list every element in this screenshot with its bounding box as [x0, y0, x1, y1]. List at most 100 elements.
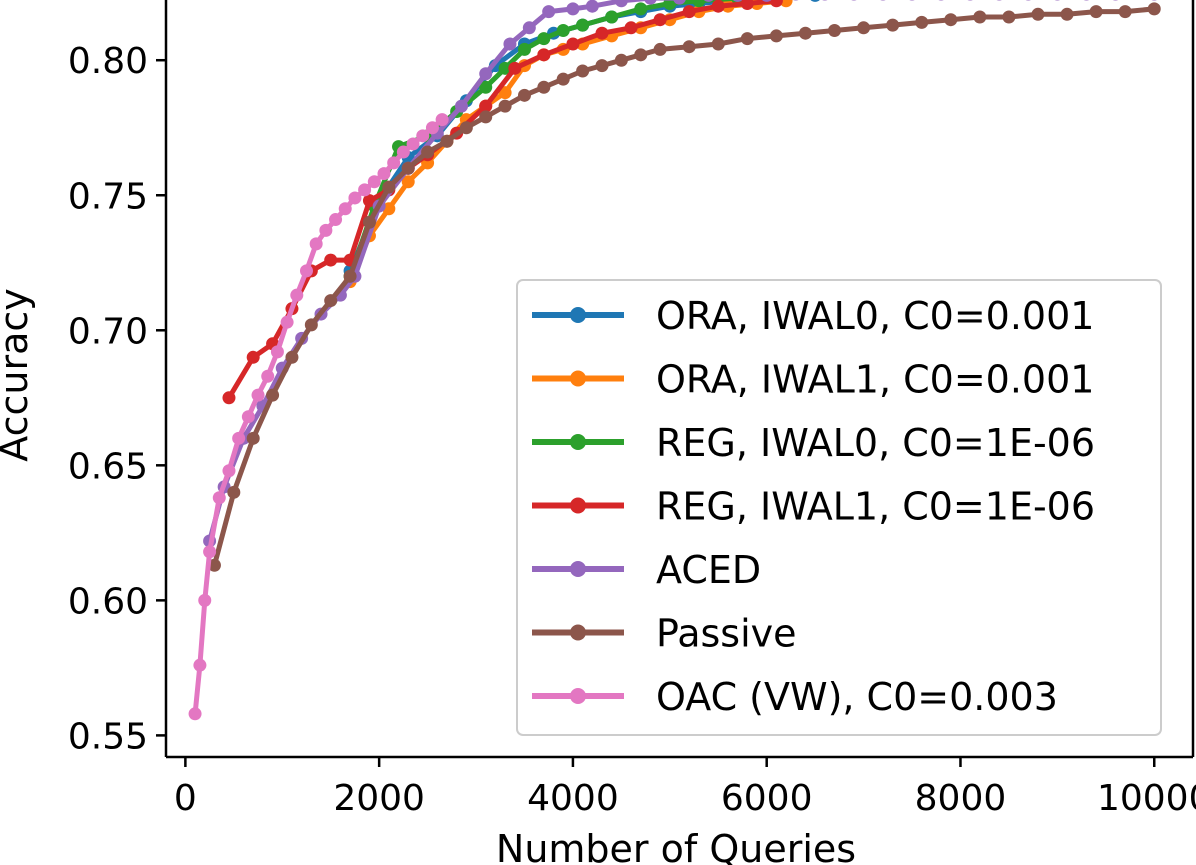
series-2-point — [498, 86, 512, 100]
series-5-point — [880, 0, 886, 1]
x-axis-ticks: 0 2000 4000 6000 8000 10000 — [174, 757, 1196, 819]
x-axis-label: Number of Queries — [496, 827, 856, 865]
series-6-point — [828, 24, 842, 38]
series-7-point — [377, 167, 391, 181]
x-tick-label: 4000 — [527, 778, 619, 819]
series-4-point — [324, 253, 338, 267]
series-7-point — [193, 658, 207, 672]
legend: ORA, IWAL0, C0=0.001 ORA, IWAL1, C0=0.001… — [516, 279, 1162, 736]
series-5-point — [793, 0, 799, 1]
series-6-point — [576, 64, 590, 78]
series-7-point — [319, 223, 333, 237]
series-5-point — [996, 0, 1002, 1]
series-7-point — [299, 264, 313, 278]
series-7-point — [222, 464, 236, 478]
x-tick-label: 10000 — [1097, 778, 1196, 819]
series-6-point — [1031, 7, 1045, 21]
series-6-point — [285, 350, 299, 364]
series-6-point — [459, 121, 473, 135]
series-7-line — [192, 117, 444, 715]
series-7-point — [188, 707, 202, 721]
legend-label: OAC (VW), C0=0.003 — [656, 675, 1058, 719]
series-6-point — [304, 318, 318, 332]
series-4-point — [711, 0, 725, 13]
legend-marker — [570, 561, 586, 577]
y-tick-label: 0.65 — [68, 446, 148, 487]
series-5-point — [909, 0, 915, 1]
series-7-point — [212, 491, 226, 505]
series-5-point — [1083, 0, 1090, 1]
series-4-point — [740, 0, 754, 11]
y-tick-label: 0.75 — [68, 176, 148, 217]
series-5-point — [703, 0, 714, 2]
series-6-point — [498, 99, 512, 113]
series-4-point — [508, 61, 522, 75]
series-7-point — [290, 288, 304, 302]
series-6-point — [595, 59, 609, 73]
series-5-point — [1112, 0, 1119, 1]
x-tick-label: 8000 — [915, 778, 1007, 819]
legend-marker — [570, 307, 586, 323]
series-4-point — [653, 13, 667, 27]
series-7-point — [396, 145, 410, 159]
x-tick-label: 0 — [174, 778, 197, 819]
legend-entry: REG, IWAL0, C0=1E-06 — [532, 421, 1095, 465]
legend-marker — [570, 497, 586, 514]
series-7-point — [435, 113, 449, 127]
series-5-point — [673, 0, 686, 5]
series-3-point — [692, 0, 706, 8]
legend-marker — [570, 624, 586, 641]
series-6-point — [614, 53, 628, 67]
series-7 — [188, 113, 449, 721]
series-3-point — [663, 0, 677, 11]
series-7-point — [348, 191, 362, 205]
series-4-point — [246, 350, 260, 364]
x-tick-label: 2000 — [333, 778, 425, 819]
series-6 — [207, 2, 1161, 572]
y-tick-label: 0.80 — [68, 41, 148, 82]
y-tick-label: 0.70 — [68, 311, 148, 352]
series-7-point — [358, 183, 372, 197]
series-6-point — [227, 485, 241, 499]
series-7-point — [329, 213, 343, 227]
series-5-point — [967, 0, 973, 1]
series-4-point — [624, 21, 638, 35]
legend-label: ORA, IWAL0, C0=0.001 — [656, 294, 1094, 338]
series-3-point — [605, 10, 619, 24]
series-4-point — [595, 26, 609, 40]
series-6-point — [1147, 2, 1161, 16]
series-7-point — [387, 156, 401, 170]
series-5-point — [1151, 0, 1157, 1]
legend-entry: ORA, IWAL0, C0=0.001 — [532, 294, 1094, 338]
series-4-point — [682, 5, 696, 19]
series-6-point — [653, 42, 667, 56]
series-6-point — [266, 388, 280, 402]
series-6-point — [362, 215, 376, 229]
series-7-point — [241, 410, 255, 424]
series-3-point — [479, 80, 493, 94]
series-6-point — [324, 294, 338, 308]
series-6-point — [246, 431, 260, 445]
legend-entry: ORA, IWAL1, C0=0.001 — [532, 358, 1094, 402]
series-5-point — [614, 0, 628, 8]
legend-entry: ACED — [532, 548, 761, 592]
plot-frame — [164, 0, 1195, 759]
y-tick-label: 0.60 — [68, 581, 148, 622]
series-5-point — [733, 0, 743, 2]
series-5-point — [542, 5, 556, 19]
series-4-point — [566, 37, 580, 51]
series-3-point — [576, 18, 590, 32]
series-5-point — [762, 0, 772, 2]
series-3-point — [634, 2, 648, 16]
series-3-point — [537, 32, 551, 46]
legend-label: ORA, IWAL1, C0=0.001 — [656, 358, 1094, 402]
legend-marker — [570, 434, 586, 450]
series-5-point — [566, 2, 580, 16]
y-axis-label: Accuracy — [0, 288, 36, 462]
y-tick-label: 0.55 — [68, 716, 148, 757]
series-4-point — [362, 194, 376, 208]
series-7-point — [367, 175, 381, 189]
series-4-point — [769, 0, 783, 8]
series-6-point — [382, 180, 396, 194]
